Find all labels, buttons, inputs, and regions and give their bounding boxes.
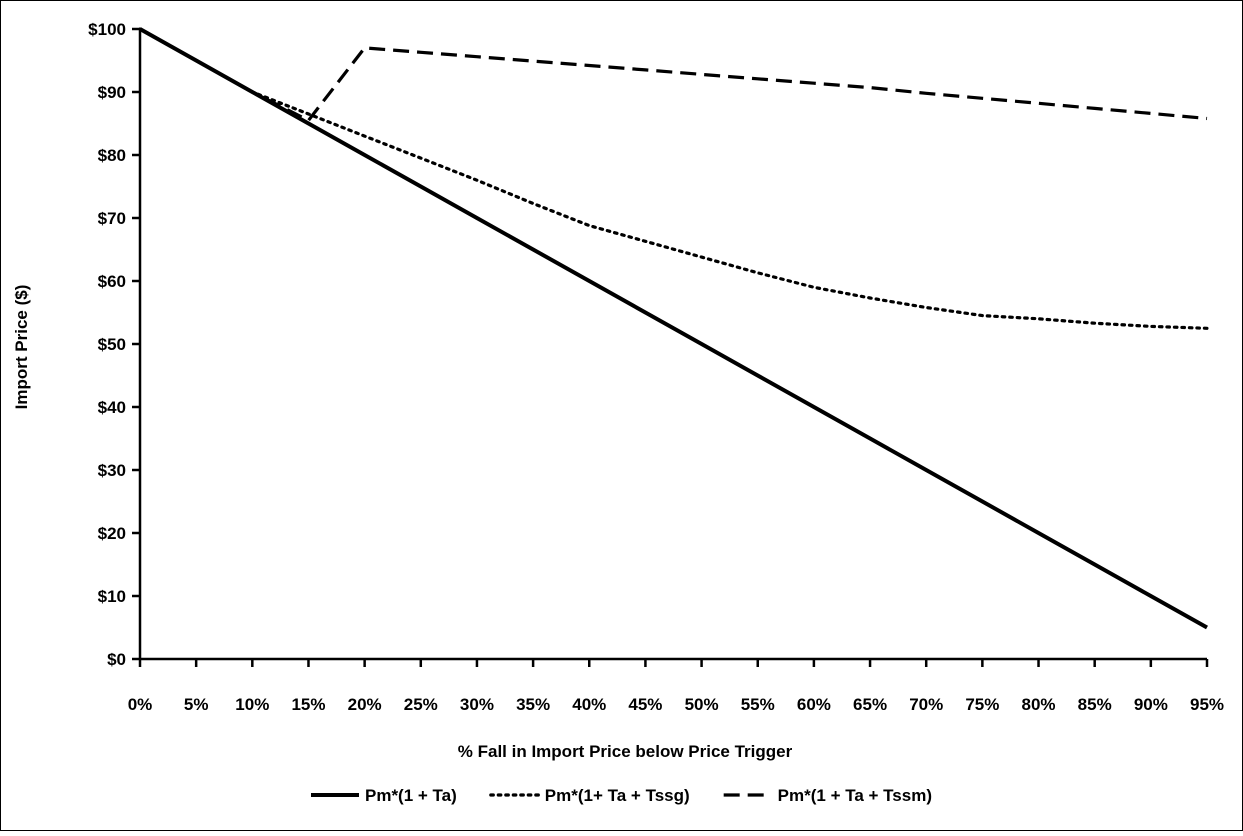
x-tick-label: 65% bbox=[853, 695, 887, 714]
x-tick-label: 60% bbox=[797, 695, 831, 714]
y-tick-label: $10 bbox=[98, 587, 126, 606]
x-tick-label: 70% bbox=[909, 695, 943, 714]
series-line bbox=[139, 27, 1208, 630]
x-tick-label: 35% bbox=[516, 695, 550, 714]
y-tick-label: $50 bbox=[98, 335, 126, 354]
x-tick-label: 40% bbox=[572, 695, 606, 714]
series-line bbox=[138, 27, 1209, 330]
x-tick-label: 0% bbox=[128, 695, 153, 714]
x-tick-label: 15% bbox=[291, 695, 325, 714]
y-tick-label: $20 bbox=[98, 524, 126, 543]
x-tick-label: 85% bbox=[1078, 695, 1112, 714]
x-axis-title: % Fall in Import Price below Price Trigg… bbox=[458, 742, 793, 761]
series-line bbox=[139, 27, 1208, 123]
x-tick-label: 5% bbox=[184, 695, 209, 714]
y-axis-ticks: $0 $10 $20 $30 $40 $50 $60 $70 $80 $90 $100 bbox=[88, 20, 140, 669]
y-tick-label: $0 bbox=[107, 650, 126, 669]
x-axis-ticks: 0% 5% 10% 15% 20% 25% 30% 35% 40% 45% 50% 55% 60% 65%… bbox=[128, 659, 1224, 714]
x-tick-label: 20% bbox=[348, 695, 382, 714]
x-tick-label: 75% bbox=[965, 695, 999, 714]
x-tick-label: 90% bbox=[1134, 695, 1168, 714]
y-tick-label: $70 bbox=[98, 209, 126, 228]
x-tick-label: 45% bbox=[628, 695, 662, 714]
x-tick-label: 25% bbox=[404, 695, 438, 714]
x-tick-label: 30% bbox=[460, 695, 494, 714]
y-tick-label: $100 bbox=[88, 20, 126, 39]
y-tick-label: $60 bbox=[98, 272, 126, 291]
legend-label: Pm*(1+ Ta + Tssg) bbox=[545, 786, 690, 805]
legend: Pm*(1 + Ta) Pm*(1+ Ta + Tssg) Pm*(1 + Ta +… bbox=[310, 786, 932, 805]
legend-label: Pm*(1 + Ta) bbox=[365, 786, 457, 805]
x-tick-label: 10% bbox=[235, 695, 269, 714]
y-tick-label: $80 bbox=[98, 146, 126, 165]
x-tick-label: 80% bbox=[1022, 695, 1056, 714]
y-tick-label: $40 bbox=[98, 398, 126, 417]
x-tick-label: 95% bbox=[1190, 695, 1224, 714]
y-tick-label: $90 bbox=[98, 83, 126, 102]
series-layer bbox=[138, 27, 1209, 630]
legend-label: Pm*(1 + Ta + Tssm) bbox=[778, 786, 932, 805]
y-axis-title: Import Price ($) bbox=[12, 285, 31, 410]
y-tick-label: $30 bbox=[98, 461, 126, 480]
x-tick-label: 50% bbox=[685, 695, 719, 714]
x-tick-label: 55% bbox=[741, 695, 775, 714]
